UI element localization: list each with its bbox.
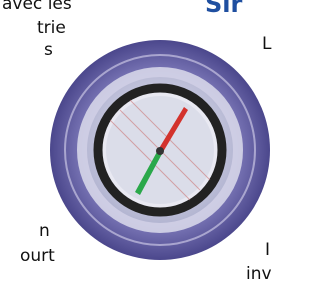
heading: Sir bbox=[205, 0, 242, 16]
text-line: L bbox=[262, 36, 271, 53]
compass-image bbox=[0, 0, 279, 286]
text-line: avec les bbox=[2, 0, 72, 13]
text-line: s bbox=[44, 42, 53, 59]
text-line: inv bbox=[246, 266, 272, 283]
page: avec les trie s n ourt Sir L I inv bbox=[0, 0, 279, 286]
text-line: I bbox=[265, 242, 270, 259]
text-line: n bbox=[39, 223, 50, 240]
text-line: ourt bbox=[20, 248, 55, 265]
text-line: trie bbox=[37, 20, 66, 37]
